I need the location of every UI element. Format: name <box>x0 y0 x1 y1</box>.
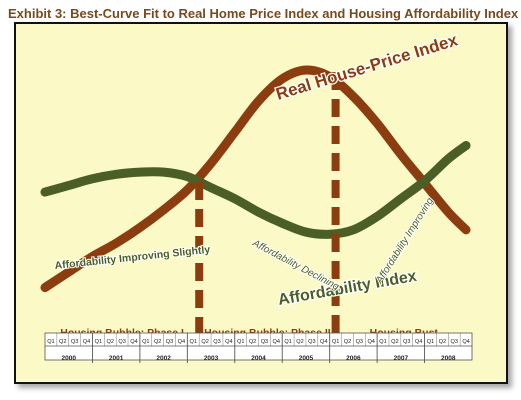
quarter-tick-label: Q2 <box>391 339 398 345</box>
year-tick-label: 2002 <box>156 355 171 362</box>
quarter-tick-label: Q4 <box>320 339 327 345</box>
year-tick-label: 2006 <box>346 355 361 362</box>
quarter-tick-label: Q3 <box>118 339 125 345</box>
year-tick-label: 2005 <box>299 355 314 362</box>
quarter-tick-label: Q1 <box>427 339 434 345</box>
quarter-tick-label: Q3 <box>71 339 78 345</box>
quarter-tick-label: Q3 <box>356 339 363 345</box>
quarter-tick-label: Q2 <box>59 339 66 345</box>
year-tick-label: 2004 <box>251 355 266 362</box>
quarter-tick-label: Q1 <box>47 339 54 345</box>
quarter-tick-label: Q3 <box>403 339 410 345</box>
quarter-tick-label: Q1 <box>190 339 197 345</box>
chart-title: Exhibit 3: Best-Curve Fit to Real Home P… <box>8 6 519 21</box>
quarter-tick-label: Q3 <box>213 339 220 345</box>
quarter-tick-label: Q4 <box>83 339 90 345</box>
quarter-tick-label: Q2 <box>344 339 351 345</box>
quarter-tick-label: Q4 <box>415 339 422 345</box>
quarter-tick-label: Q2 <box>154 339 161 345</box>
affordability-index-label: Affordability Index <box>277 268 418 309</box>
annotation-label: Affordability Improving Slightly <box>54 244 211 272</box>
quarter-tick-label: Q1 <box>142 339 149 345</box>
quarter-tick-label: Q4 <box>130 339 137 345</box>
price-index-line <box>40 65 471 293</box>
quarter-tick-label: Q1 <box>379 339 386 345</box>
quarter-tick-label: Q3 <box>308 339 315 345</box>
quarter-tick-label: Q1 <box>95 339 102 345</box>
quarter-tick-label: Q2 <box>201 339 208 345</box>
quarter-tick-label: Q2 <box>439 339 446 345</box>
quarter-tick-label: Q2 <box>249 339 256 345</box>
quarter-tick-label: Q1 <box>237 339 244 345</box>
quarter-tick-label: Q3 <box>261 339 268 345</box>
quarter-tick-label: Q4 <box>178 339 185 345</box>
annotation-label: Affordability Declining <box>250 237 341 293</box>
year-tick-label: 2001 <box>109 355 124 362</box>
year-tick-label: 2003 <box>204 355 219 362</box>
quarter-tick-label: Q4 <box>225 339 232 345</box>
affordability-index-line <box>40 140 471 239</box>
quarter-tick-label: Q1 <box>332 339 339 345</box>
quarter-tick-label: Q4 <box>367 339 374 345</box>
year-tick-label: 2008 <box>441 355 456 362</box>
quarter-tick-label: Q3 <box>450 339 457 345</box>
quarter-tick-label: Q2 <box>107 339 114 345</box>
year-tick-label: 2000 <box>61 355 76 362</box>
chart-panel <box>14 22 508 384</box>
quarter-tick-label: Q1 <box>284 339 291 345</box>
quarter-tick-label: Q3 <box>166 339 173 345</box>
quarter-tick-label: Q4 <box>273 339 280 345</box>
quarter-tick-label: Q4 <box>462 339 469 345</box>
year-tick-label: 2007 <box>394 355 409 362</box>
quarter-tick-label: Q2 <box>296 339 303 345</box>
